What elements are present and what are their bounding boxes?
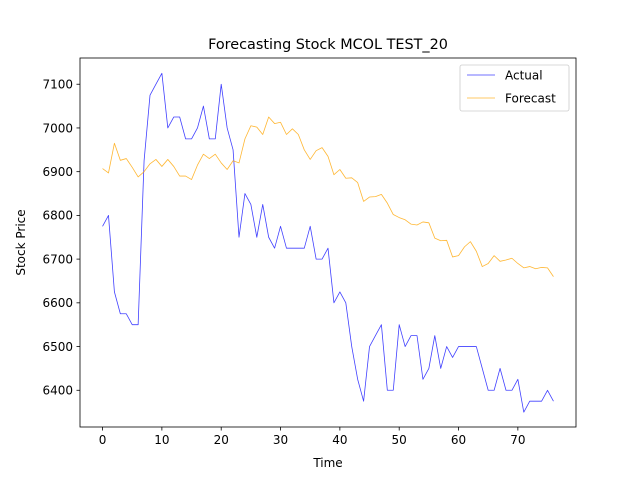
y-tick-label: 6600	[42, 296, 73, 310]
x-axis-ticks: 0 10 20 30 40 50 60 70	[99, 427, 525, 447]
x-tick-label: 50	[392, 433, 407, 447]
x-tick-label: 10	[154, 433, 169, 447]
y-tick-label: 6800	[42, 209, 73, 223]
x-tick-label: 70	[510, 433, 525, 447]
legend-label-forecast: Forecast	[505, 92, 556, 106]
y-tick-label: 6400	[42, 384, 73, 398]
plot-frame	[79, 57, 577, 428]
legend-label-actual: Actual	[505, 69, 543, 83]
series-line-forecast	[102, 116, 554, 277]
x-tick-label: 40	[332, 433, 347, 447]
x-tick-label: 60	[451, 433, 466, 447]
y-tick-label: 6900	[42, 165, 73, 179]
x-tick-label: 0	[99, 433, 107, 447]
legend: Actual Forecast	[459, 64, 570, 112]
x-axis-label: Time	[312, 456, 342, 470]
chart-title: Forecasting Stock MCOL TEST_20	[208, 37, 448, 53]
y-axis-label: Stock Price	[14, 209, 28, 275]
series-line-actual	[102, 72, 554, 413]
y-tick-label: 6500	[42, 340, 73, 354]
plot-area	[80, 58, 576, 427]
y-axis-ticks: 6400 6500 6600 6700 6800 6900 7000 7100	[42, 78, 80, 398]
x-tick-label: 30	[273, 433, 288, 447]
x-tick-label: 20	[214, 433, 229, 447]
y-tick-label: 7100	[42, 78, 73, 92]
legend-box	[459, 64, 570, 112]
series-layer	[102, 72, 554, 413]
y-tick-label: 6700	[42, 252, 73, 266]
y-tick-label: 7000	[42, 121, 73, 135]
